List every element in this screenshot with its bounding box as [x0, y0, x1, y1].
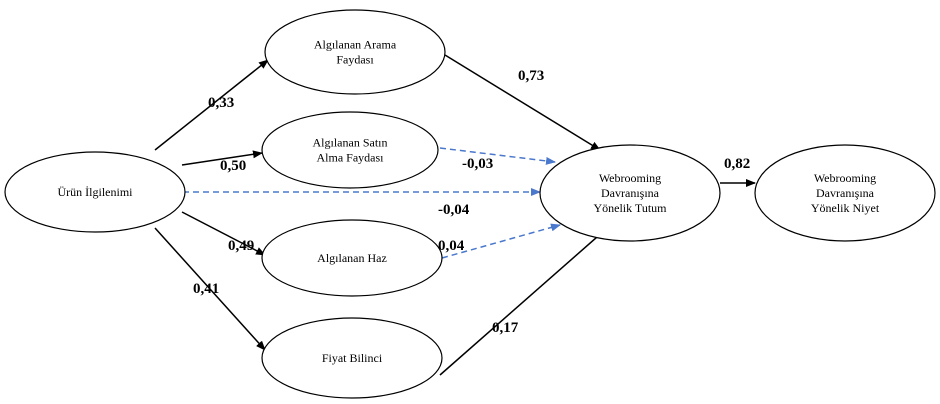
node-label: Yönelik Tutum [593, 201, 667, 215]
node-label: Faydası [336, 53, 374, 67]
arrow [439, 229, 606, 376]
node [4, 151, 186, 233]
arrow [154, 227, 266, 351]
path-coefficient: -0,03 [462, 156, 493, 172]
path-coefficient: 0,73 [518, 68, 544, 84]
node-label: Webrooming [599, 171, 661, 185]
node-label: Fiyat Bilinci [322, 351, 383, 365]
node [261, 219, 443, 297]
path-coefficient: 0,04 [438, 238, 465, 254]
node-label: Davranışına [601, 186, 660, 200]
arrow [444, 54, 601, 151]
node-label: Ürün İlgilenimi [58, 185, 134, 199]
arrow [181, 211, 266, 256]
node-label: Webrooming [814, 171, 876, 185]
node-label: Algılanan Haz [317, 251, 387, 265]
node-label: Davranışına [816, 186, 875, 200]
path-coefficient: 0,82 [724, 156, 750, 172]
node-label: Yönelik Niyet [811, 201, 880, 215]
node [539, 144, 721, 242]
node [261, 111, 439, 189]
path-coefficient: 0,49 [228, 238, 254, 254]
path-coefficient: 0,33 [208, 95, 234, 111]
arrow [154, 59, 269, 151]
node [264, 9, 446, 95]
node [754, 144, 936, 242]
arrow [181, 150, 263, 166]
node-label: Algılanan Satın [313, 136, 388, 150]
path-coefficient: 0,41 [193, 281, 219, 297]
path-coefficient: 0,50 [220, 158, 246, 174]
arrow [439, 147, 556, 165]
path-coefficient: -0,04 [438, 202, 470, 218]
arrow [441, 223, 561, 259]
node-label: Algılanan Arama [314, 38, 397, 52]
node [261, 317, 443, 399]
node-label: Alma Faydası [317, 151, 385, 165]
path-coefficient: 0,17 [492, 320, 519, 336]
